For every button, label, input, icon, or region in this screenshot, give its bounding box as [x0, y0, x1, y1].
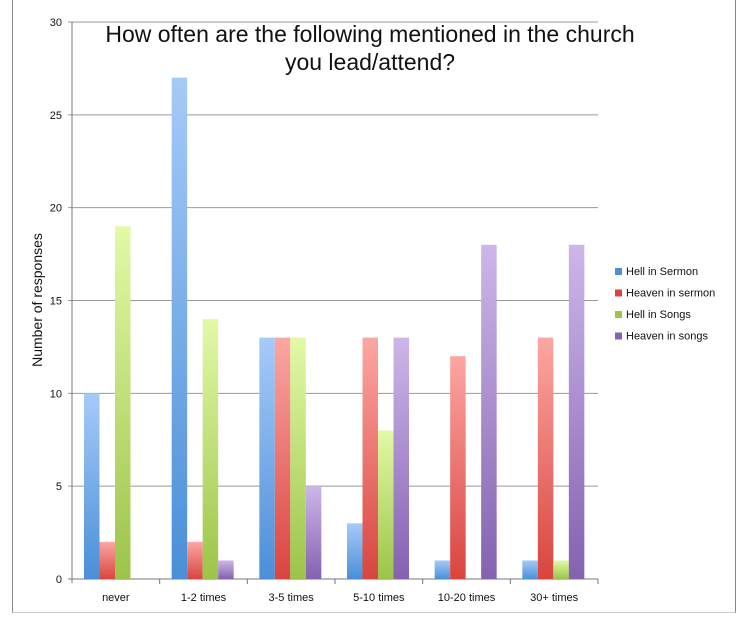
legend-swatch — [615, 311, 622, 318]
y-tick-label: 0 — [56, 574, 62, 586]
bar-heaven-in-sermon — [537, 337, 554, 579]
legend-label: Hell in Sermon — [626, 266, 698, 278]
y-tick-label: 30 — [50, 17, 62, 29]
x-tick-label: 30+ times — [530, 592, 578, 604]
bar-hell-in-sermon — [434, 560, 451, 579]
bar-heaven-in-sermon — [99, 541, 115, 579]
bar-hell-in-sermon — [522, 560, 538, 579]
bar-hell-in-sermon — [171, 77, 188, 579]
chart-title-line-2: you lead/attend? — [285, 49, 455, 75]
chart-title-line-1: How often are the following mentioned in… — [105, 21, 634, 47]
bar-hell-in-sermon — [84, 393, 100, 579]
legend-swatch — [615, 268, 622, 275]
legend-label: Heaven in sermon — [626, 288, 715, 300]
x-tick-label: 3-5 times — [269, 592, 315, 604]
y-tick-label: 5 — [56, 481, 62, 493]
bar-heaven-in-songs — [481, 244, 497, 580]
bar-hell-in-songs — [115, 226, 131, 579]
x-tick-label: 1-2 times — [181, 592, 227, 604]
legend-label: Hell in Songs — [626, 309, 691, 321]
bar-hell-in-songs — [378, 430, 394, 579]
x-tick-label: 5-10 times — [353, 592, 405, 604]
bar-hell-in-sermon — [259, 337, 275, 579]
legend-label: Heaven in songs — [626, 331, 708, 343]
bar-heaven-in-songs — [393, 337, 409, 579]
bar-heaven-in-songs — [218, 560, 234, 579]
chart-frame — [12, 0, 736, 613]
x-tick-label: never — [102, 592, 130, 604]
bar-heaven-in-sermon — [362, 337, 378, 579]
bar-hell-in-songs — [202, 319, 219, 579]
bar-heaven-in-sermon — [450, 356, 466, 579]
y-tick-label: 10 — [50, 388, 62, 400]
bar-heaven-in-songs — [305, 486, 322, 579]
y-tick-label: 25 — [50, 110, 62, 122]
y-tick-label: 15 — [50, 296, 62, 308]
y-axis-label: Number of responses — [29, 233, 45, 367]
bar-heaven-in-songs — [568, 244, 585, 580]
bar-heaven-in-sermon — [187, 541, 203, 579]
bar-hell-in-sermon — [347, 523, 363, 579]
y-tick-label: 20 — [50, 203, 62, 215]
legend-swatch — [615, 332, 622, 340]
legend-swatch — [615, 289, 622, 297]
bar-heaven-in-sermon — [274, 337, 291, 579]
x-tick-label: 10-20 times — [438, 592, 496, 604]
bar-hell-in-songs — [290, 337, 306, 579]
bar-hell-in-songs — [553, 560, 569, 579]
